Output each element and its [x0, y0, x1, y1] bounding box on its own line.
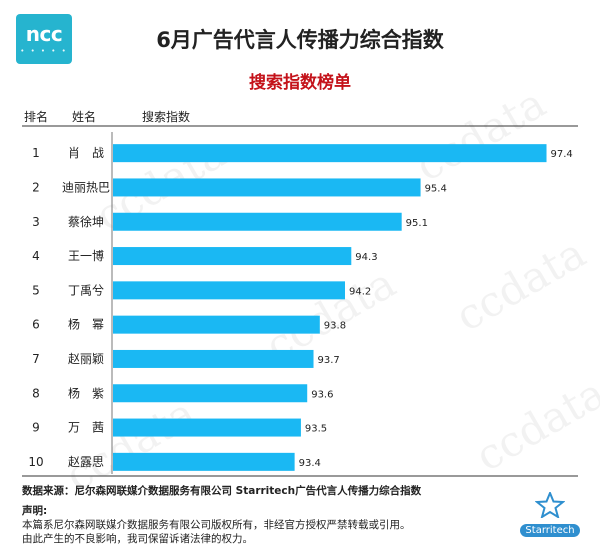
- starritech-label: Starritech: [520, 524, 580, 537]
- value-label: 93.8: [324, 321, 346, 332]
- bar-chart: 1 肖 战 97.4 2 迪丽热巴 95.4 3 蔡徐坤 95.1 4 王一博 94.3 5 丁禹兮 94.…: [22, 125, 578, 477]
- bar: [113, 349, 314, 368]
- bar: [113, 452, 295, 471]
- value-label: 94.3: [355, 252, 377, 263]
- name-label: 杨 紫: [68, 385, 104, 400]
- name-label: 迪丽热巴: [62, 180, 110, 194]
- chart-subtitle: 搜索指数榜单: [249, 73, 351, 93]
- chart-title: 6月广告代言人传播力综合指数: [156, 28, 444, 52]
- value-label: 94.2: [349, 286, 371, 297]
- star-icon: [535, 492, 565, 518]
- value-label: 93.5: [305, 424, 327, 435]
- declaration-line-2: 由此产生的不良影响，我司保留诉诸法律的权力。: [22, 533, 253, 545]
- name-label: 蔡徐坤: [68, 214, 104, 229]
- value-label: 95.1: [406, 218, 428, 229]
- declaration: 声明: 本篇系尼尔森网联媒介数据服务有限公司版权所有，非经官方授权严禁转载或引用…: [22, 504, 411, 546]
- name-label: 赵露思: [68, 455, 104, 469]
- bar: [113, 384, 308, 403]
- rank-label: 9: [32, 421, 40, 435]
- rank-label: 2: [32, 180, 40, 194]
- name-label: 杨 幂: [68, 317, 104, 332]
- name-label: 万 茜: [68, 421, 104, 435]
- header-name: 姓名: [72, 110, 97, 124]
- value-label: 97.4: [551, 149, 573, 160]
- bar: [113, 247, 352, 266]
- name-label: 肖 战: [68, 146, 104, 160]
- logo-text: ncc: [25, 21, 63, 46]
- value-label: 93.4: [299, 458, 321, 469]
- bar: [113, 178, 421, 197]
- rank-label: 6: [32, 318, 40, 332]
- value-label: 93.6: [311, 389, 333, 400]
- rank-label: 5: [32, 283, 40, 297]
- bar: [113, 418, 301, 437]
- logo-dots: • • • • •: [20, 46, 68, 55]
- value-label: 95.4: [425, 183, 447, 194]
- data-source: 数据来源：尼尔森网联媒介数据服务有限公司 Starritech广告代言人传播力综…: [22, 485, 422, 497]
- name-label: 丁禹兮: [68, 283, 104, 297]
- header-value: 搜索指数: [142, 110, 191, 124]
- rank-label: 3: [32, 215, 40, 229]
- bar: [113, 212, 402, 231]
- value-label: 93.7: [318, 355, 340, 366]
- starritech-logo: Starritech: [518, 492, 582, 540]
- rank-label: 4: [32, 249, 40, 263]
- name-label: 赵丽颖: [68, 352, 104, 366]
- rank-label: 7: [32, 352, 40, 366]
- declaration-title: 声明:: [22, 505, 48, 517]
- name-label: 王一博: [68, 248, 104, 263]
- ncc-logo: ncc • • • • •: [16, 14, 72, 64]
- rank-label: 8: [32, 386, 40, 400]
- declaration-line-1: 本篇系尼尔森网联媒介数据服务有限公司版权所有，非经官方授权严禁转载或引用。: [22, 519, 411, 531]
- header-rank: 排名: [24, 110, 49, 124]
- bar: [113, 315, 320, 334]
- rank-label: 10: [28, 455, 43, 469]
- bar: [113, 144, 547, 163]
- rank-label: 1: [32, 146, 40, 160]
- bar: [113, 281, 345, 300]
